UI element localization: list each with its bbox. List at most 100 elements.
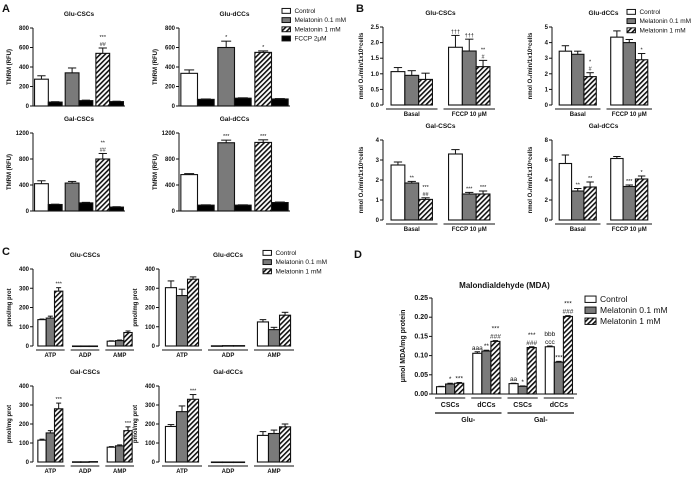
bar	[88, 345, 99, 348]
y-tick-label: 8	[545, 138, 549, 144]
bar	[175, 411, 189, 463]
bar	[571, 53, 585, 106]
panel-label-c: C	[2, 246, 10, 258]
bar	[53, 408, 64, 463]
bar	[196, 98, 215, 107]
significance-annotation: *	[589, 60, 592, 66]
y-tick-label: 100	[19, 325, 30, 331]
significance-annotation: ##	[100, 42, 107, 48]
legend-label: Melatonin 0.1 mM	[294, 17, 346, 24]
y-tick-label: 1.5	[371, 56, 380, 62]
y-tick-label: 0.15	[414, 333, 428, 340]
bar	[221, 461, 235, 464]
bar	[404, 182, 420, 221]
bar	[634, 178, 649, 221]
y-tick-label: 0.5	[371, 87, 380, 93]
bar	[123, 430, 133, 463]
legend-swatch	[281, 7, 291, 14]
y-tick-label: 300	[19, 403, 30, 409]
y-tick-label: 800	[19, 157, 30, 163]
y-tick-label: 0.25	[414, 295, 428, 302]
y-tick-label: 3	[376, 158, 380, 164]
significance-annotation: ###	[563, 309, 574, 316]
legend-label: Melatonin 1 mM	[639, 27, 685, 34]
y-tick-label: 2	[545, 198, 549, 204]
legend-swatch	[626, 18, 636, 25]
y-axis-label: nmol O₂/min/1x10⁶cells	[359, 146, 365, 213]
chart-title: Gal-CSCs	[70, 369, 100, 376]
bar	[106, 340, 117, 347]
significance-annotation: #	[589, 67, 593, 73]
bar	[278, 426, 292, 463]
chart-title: Gal-dCCs	[589, 123, 619, 130]
legend-label: Control	[294, 8, 316, 15]
legend-label: Melatonin 0.1 mM	[275, 259, 327, 266]
y-axis-label: TMRM (RFU)	[7, 49, 13, 85]
y-tick-label: 0	[26, 104, 30, 110]
bar	[78, 202, 94, 212]
category-label: ATP	[176, 353, 188, 359]
legend-label: Control	[600, 294, 628, 304]
category-label: FCCP 10 μM	[612, 112, 647, 118]
legend-swatch	[281, 35, 291, 42]
y-tick-label: 0.10	[414, 353, 428, 360]
legend-swatch	[262, 259, 272, 266]
y-tick-label: 400	[19, 183, 30, 189]
bar	[517, 385, 528, 395]
bar	[454, 382, 465, 395]
significance-annotation: ***	[555, 354, 563, 361]
y-tick-label: 0	[26, 460, 30, 466]
bar	[490, 340, 501, 395]
category-label: ATP	[176, 469, 188, 475]
legend-swatch	[281, 17, 291, 24]
category-label: Basal	[570, 112, 586, 118]
bar	[78, 100, 94, 107]
bar	[33, 183, 49, 212]
significance-annotation: ccc	[545, 339, 556, 346]
y-tick-label: 400	[165, 183, 176, 189]
significance-annotation: **	[576, 183, 581, 189]
significance-annotation: ***	[223, 134, 230, 140]
category-label: ATP	[45, 353, 57, 359]
panel-label-d: D	[354, 249, 362, 261]
bar	[233, 204, 252, 212]
legend-a: Control Melatonin 0.1 mM Melatonin 1 mM FCC…	[281, 7, 346, 43]
bar	[53, 290, 64, 347]
chart-title: Glu-dCCs	[589, 10, 619, 17]
bar	[634, 59, 649, 106]
bar	[114, 340, 125, 347]
category-label: ADP	[222, 353, 235, 359]
bar	[33, 78, 49, 107]
y-tick-label: 4	[545, 41, 549, 47]
y-axis-label: TMRM (RFU)	[7, 154, 13, 190]
bar	[267, 329, 281, 347]
outer-category-label: Gal-	[534, 417, 548, 424]
legend-label: Melatonin 1 mM	[275, 268, 321, 275]
y-tick-label: 800	[165, 26, 176, 32]
legend-swatch	[584, 306, 597, 314]
bar	[481, 350, 492, 395]
y-axis-label: nmol O₂/min/1x10⁶cells	[528, 146, 534, 213]
bar	[109, 101, 125, 107]
category-label: AMP	[113, 353, 126, 359]
category-label: CSCs	[513, 402, 532, 409]
y-tick-label: 800	[19, 26, 30, 32]
category-label: ATP	[45, 469, 57, 475]
y-tick-label: 100	[145, 325, 156, 331]
significance-annotation: **	[484, 343, 490, 350]
bar	[164, 425, 178, 463]
panel-label-b: B	[356, 3, 364, 15]
y-axis-label: pmol/mg prot	[7, 288, 13, 326]
bar	[71, 345, 82, 348]
bar	[472, 352, 483, 395]
y-axis-label: nmol O₂/min/1x10⁶cells	[359, 32, 365, 99]
bar	[196, 204, 215, 212]
bar	[186, 278, 200, 347]
bar	[45, 317, 56, 347]
significance-annotation: bbb	[544, 331, 555, 338]
category-label: Basal	[570, 227, 586, 233]
